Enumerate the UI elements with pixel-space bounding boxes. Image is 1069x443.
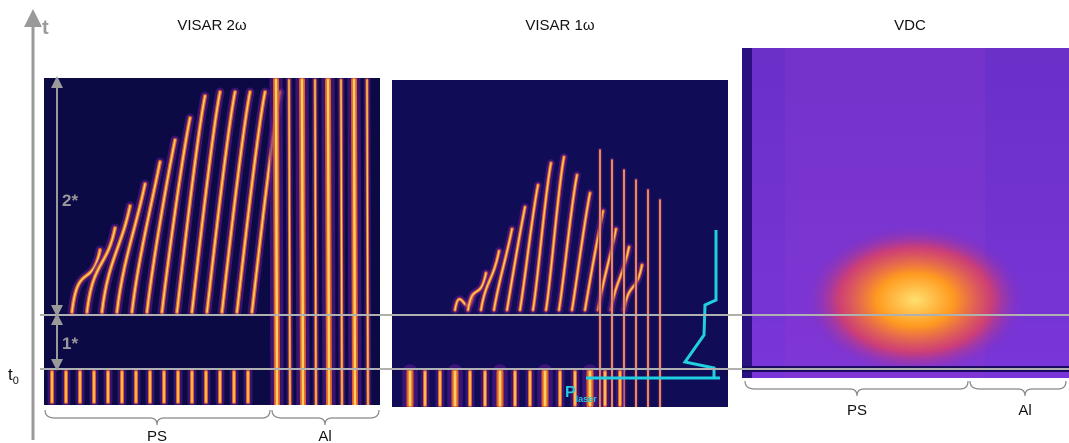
time-label: t <box>42 17 49 39</box>
fringe <box>340 79 343 405</box>
brace <box>271 409 380 426</box>
t0-base: t <box>8 365 13 384</box>
fringe <box>206 91 236 313</box>
fringe <box>326 78 331 405</box>
fringe <box>191 91 221 313</box>
brace <box>969 380 1067 397</box>
fringe <box>161 117 191 313</box>
laser-base: P <box>565 384 576 401</box>
brace <box>744 380 969 397</box>
fringe <box>86 227 116 313</box>
fringe <box>532 162 552 311</box>
fringe <box>300 78 305 405</box>
fringe <box>519 184 539 311</box>
laser-trace <box>586 230 720 380</box>
panel-title: VISAR 2ω <box>177 17 247 34</box>
fringe <box>545 156 565 311</box>
laser-label: Plaser <box>565 384 597 404</box>
t0-sub: 0 <box>13 375 19 387</box>
vdc-emission <box>805 225 1025 375</box>
region-label: Al <box>318 428 331 443</box>
fringe <box>366 79 369 405</box>
vdc-edge <box>742 48 752 378</box>
fringe <box>236 91 266 313</box>
fringe <box>506 206 526 311</box>
fringe <box>116 183 146 313</box>
interval-label: 2* <box>62 191 78 210</box>
fringe <box>314 79 317 405</box>
fringe <box>493 228 513 311</box>
fringe <box>480 250 500 311</box>
fringe <box>101 205 131 313</box>
fringe <box>352 78 357 405</box>
panel-title: VDC <box>894 17 926 34</box>
fringe <box>467 272 487 311</box>
brace <box>44 409 271 426</box>
fringe <box>176 95 206 313</box>
fringe <box>274 78 279 405</box>
laser-sub: laser <box>576 394 598 404</box>
fringe <box>221 91 251 313</box>
fringe <box>288 79 291 405</box>
fringe <box>558 174 578 311</box>
t0-label: t0 <box>8 365 19 387</box>
region-label: Al <box>1018 402 1031 419</box>
fringe <box>146 139 176 313</box>
interval-label: 1* <box>62 334 78 353</box>
fringe <box>571 192 591 311</box>
panel-title: VISAR 1ω <box>525 17 595 34</box>
fringe <box>71 249 101 313</box>
region-label: PS <box>847 402 867 419</box>
fringe <box>131 161 161 313</box>
region-label: PS <box>147 428 167 443</box>
visar-1w-image <box>392 80 728 407</box>
